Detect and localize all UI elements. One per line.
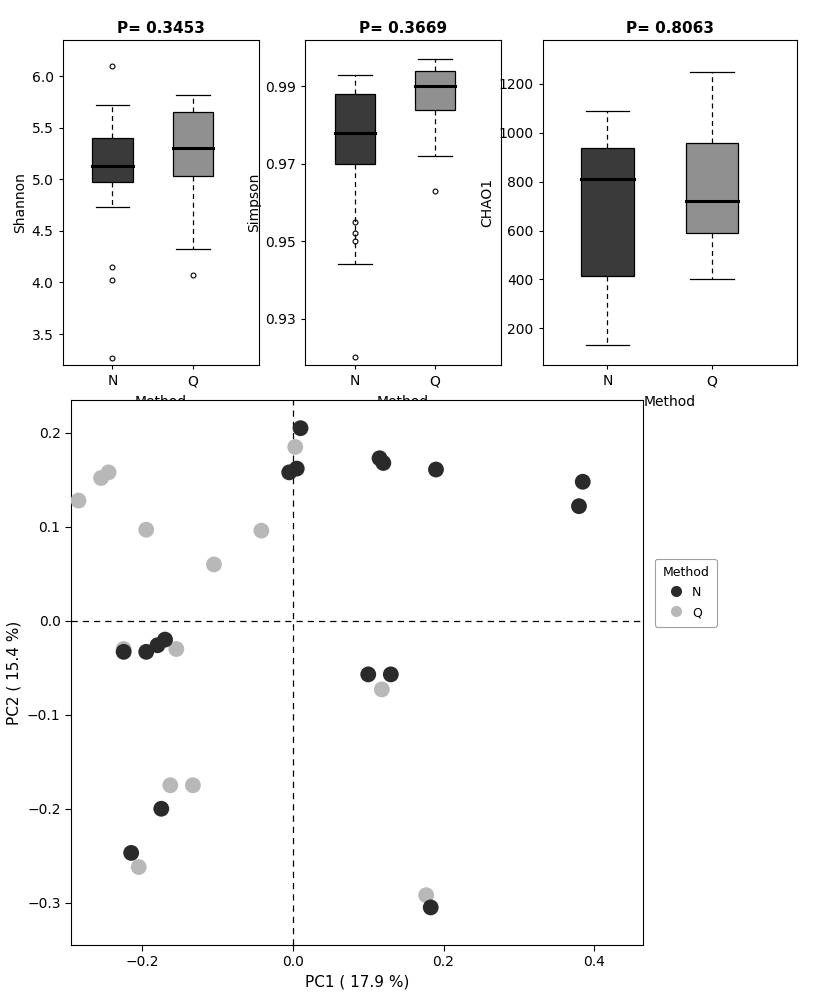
Point (72, 493, 85, 509)
Point (139, 522, 153, 538)
Point (290, 461, 303, 477)
Title: P= 0.3669: P= 0.3669 (359, 21, 447, 36)
Bar (686, 143, 738, 233)
Point (255, 523, 268, 539)
Point (384, 666, 397, 682)
Point (151, 637, 164, 653)
X-axis label: PC1 ( 17.9 %): PC1 ( 17.9 %) (305, 975, 409, 990)
Point (419, 887, 433, 903)
Y-axis label: Shannon: Shannon (13, 172, 28, 233)
Bar (173, 112, 213, 176)
Point (154, 801, 168, 817)
Point (117, 644, 130, 660)
Point (170, 641, 183, 657)
Point (294, 420, 307, 436)
Y-axis label: Simpson: Simpson (246, 173, 261, 232)
Point (282, 464, 296, 480)
X-axis label: Method: Method (644, 395, 696, 409)
Point (207, 556, 220, 572)
Point (159, 632, 172, 648)
Point (139, 644, 153, 660)
Point (572, 498, 585, 514)
Y-axis label: CHAO1: CHAO1 (480, 178, 494, 227)
Point (424, 899, 438, 915)
Point (377, 455, 390, 471)
Point (132, 859, 145, 875)
Bar (581, 148, 634, 276)
Point (124, 845, 138, 861)
Title: P= 0.8063: P= 0.8063 (626, 21, 714, 36)
Point (373, 450, 387, 466)
Point (576, 474, 590, 490)
Point (362, 666, 375, 682)
Y-axis label: PC2 ( 15.4 %): PC2 ( 15.4 %) (7, 620, 22, 725)
Point (375, 681, 388, 697)
Title: P= 0.3453: P= 0.3453 (117, 21, 205, 36)
Bar (93, 138, 133, 182)
Point (289, 439, 302, 455)
Point (117, 641, 130, 657)
Point (102, 464, 115, 480)
Bar (335, 94, 375, 164)
Point (94, 470, 108, 486)
X-axis label: Method: Method (377, 395, 429, 409)
Point (186, 777, 200, 793)
Point (164, 777, 177, 793)
Point (429, 462, 443, 478)
Legend: N, Q: N, Q (655, 559, 716, 627)
X-axis label: Method: Method (134, 395, 187, 409)
Bar (415, 71, 455, 110)
